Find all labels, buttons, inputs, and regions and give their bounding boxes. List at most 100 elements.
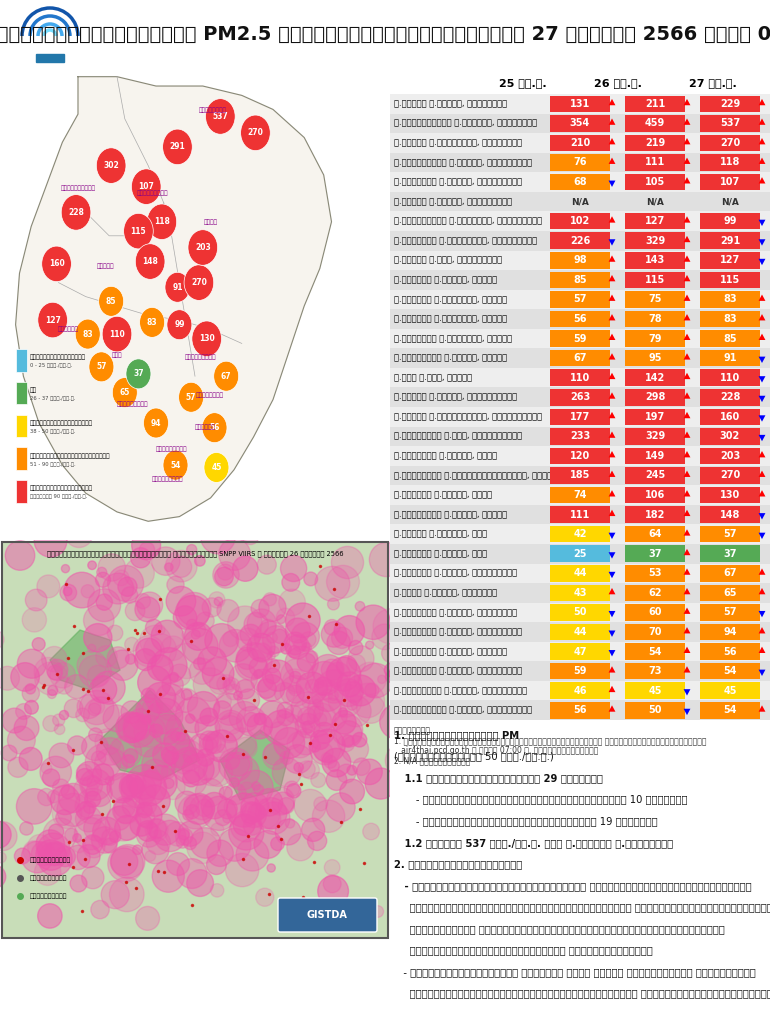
Text: 130: 130 <box>199 334 215 343</box>
Bar <box>625 604 685 621</box>
Circle shape <box>353 758 370 775</box>
Polygon shape <box>608 180 615 187</box>
Circle shape <box>105 776 114 785</box>
Circle shape <box>132 169 161 205</box>
Text: 110: 110 <box>109 330 125 339</box>
Circle shape <box>88 589 121 622</box>
Polygon shape <box>15 77 332 521</box>
Circle shape <box>280 676 311 707</box>
Bar <box>625 95 685 112</box>
Circle shape <box>216 693 231 709</box>
Circle shape <box>219 786 233 800</box>
Polygon shape <box>608 334 615 340</box>
Bar <box>390 505 770 524</box>
Text: 54: 54 <box>648 646 661 656</box>
Text: เชียงใหม่: เชียงใหม่ <box>136 190 168 197</box>
Circle shape <box>107 806 131 830</box>
Circle shape <box>403 694 411 702</box>
Bar <box>550 134 610 152</box>
Text: 95: 95 <box>648 353 661 364</box>
Circle shape <box>194 754 220 780</box>
Circle shape <box>126 601 145 621</box>
Text: 47: 47 <box>573 646 587 656</box>
Text: 270: 270 <box>720 138 740 147</box>
Circle shape <box>152 547 180 575</box>
Bar <box>550 663 610 679</box>
Text: 59: 59 <box>573 666 587 676</box>
Polygon shape <box>684 607 691 613</box>
Circle shape <box>76 768 93 785</box>
Circle shape <box>192 321 222 356</box>
Polygon shape <box>758 138 765 144</box>
Circle shape <box>296 714 320 738</box>
Bar <box>550 604 610 621</box>
Text: 302: 302 <box>720 431 740 441</box>
Circle shape <box>114 797 135 817</box>
Circle shape <box>59 711 69 720</box>
Text: ต.บ้านกลาง อ.เมือง, ลำพูน: ต.บ้านกลาง อ.เมือง, ลำพูน <box>394 353 507 362</box>
Circle shape <box>336 655 357 676</box>
Text: 56: 56 <box>573 706 587 715</box>
Text: 67: 67 <box>723 568 737 579</box>
Circle shape <box>342 735 354 746</box>
Circle shape <box>65 845 90 869</box>
Circle shape <box>95 646 117 667</box>
Text: 270: 270 <box>191 279 207 287</box>
Bar <box>700 331 760 347</box>
Circle shape <box>272 792 294 814</box>
Bar <box>625 291 685 307</box>
Bar <box>625 310 685 328</box>
Circle shape <box>335 679 363 707</box>
Text: ตาก: ตาก <box>112 352 122 358</box>
Circle shape <box>20 821 33 836</box>
Circle shape <box>276 614 286 624</box>
Circle shape <box>15 703 32 720</box>
Bar <box>550 447 610 464</box>
Circle shape <box>328 690 339 700</box>
Circle shape <box>219 539 250 570</box>
Text: 75: 75 <box>648 295 661 304</box>
Circle shape <box>248 804 265 820</box>
Bar <box>700 370 760 386</box>
Circle shape <box>318 876 349 906</box>
Text: 56: 56 <box>573 314 587 324</box>
Circle shape <box>130 813 152 837</box>
Polygon shape <box>608 552 615 559</box>
Circle shape <box>254 830 282 858</box>
Circle shape <box>331 714 363 745</box>
Circle shape <box>266 658 280 673</box>
Text: ต.น้ำริม อ.เมือง, ตาก: ต.น้ำริม อ.เมือง, ตาก <box>394 549 487 558</box>
Circle shape <box>0 852 6 863</box>
Circle shape <box>300 722 313 734</box>
Text: 51 - 90 มคก./ลบ.ม.: 51 - 90 มคก./ลบ.ม. <box>29 462 75 467</box>
Circle shape <box>189 734 213 758</box>
Polygon shape <box>684 471 691 477</box>
Bar <box>550 546 610 562</box>
Circle shape <box>205 624 239 657</box>
Circle shape <box>83 605 114 636</box>
Circle shape <box>43 818 77 852</box>
Circle shape <box>259 700 286 728</box>
Circle shape <box>265 668 280 684</box>
Text: - อยู่ในเกณฑ์เริ่มมีผลกระทบต่อสุขภาพ 10 พื้นที่: - อยู่ในเกณฑ์เริ่มมีผลกระทบต่อสุขภาพ 10 … <box>394 795 688 805</box>
Bar <box>625 546 685 562</box>
Circle shape <box>141 715 150 724</box>
Polygon shape <box>758 395 765 402</box>
Circle shape <box>261 809 281 828</box>
Text: 85: 85 <box>573 274 587 285</box>
Circle shape <box>206 855 226 874</box>
Circle shape <box>25 684 35 694</box>
Circle shape <box>169 673 179 681</box>
Circle shape <box>258 675 285 701</box>
Circle shape <box>253 643 272 663</box>
Bar <box>550 585 610 601</box>
Text: 160: 160 <box>49 259 65 268</box>
Bar <box>700 643 760 659</box>
Circle shape <box>77 845 100 867</box>
Circle shape <box>35 840 66 870</box>
Text: 228: 228 <box>68 208 84 217</box>
Circle shape <box>217 675 236 693</box>
Circle shape <box>324 620 340 635</box>
Text: 354: 354 <box>570 119 590 128</box>
Text: ต.ในเมือง อ.เมือง, พิจิตร: ต.ในเมือง อ.เมือง, พิจิตร <box>394 647 507 656</box>
